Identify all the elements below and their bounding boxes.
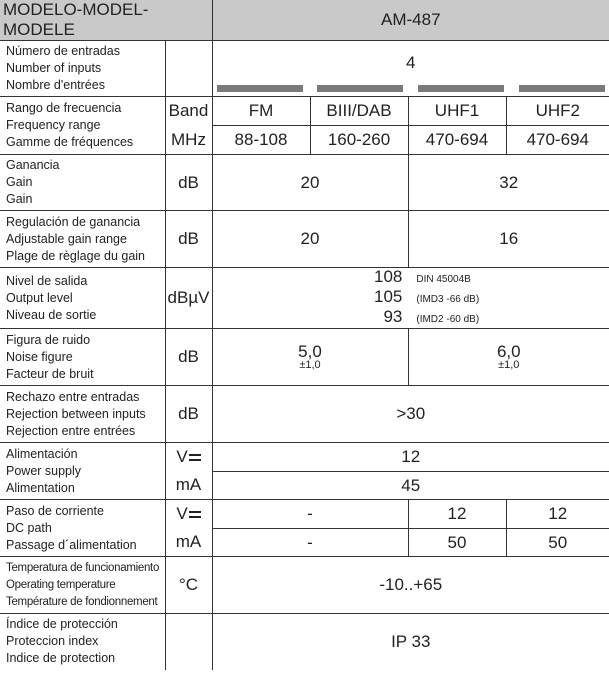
gain-adjust-value: 20 <box>211 210 409 268</box>
band: UHF1 <box>407 96 507 126</box>
row-inputs: Número de entradas Number of inputs Nombre… <box>0 40 609 97</box>
output-value: 93 <box>383 307 403 326</box>
dc-voltage: 12 <box>407 499 507 529</box>
label-gain-adjust: Regulación de ganancia Adjustable gain ra… <box>0 210 166 268</box>
label-temperature: Temperatura de funcionamiento Operating t… <box>0 556 166 614</box>
band: UHF2 <box>505 96 609 126</box>
label-power: Alimentación Power supply Alimentation <box>0 442 166 500</box>
value-inputs: 4 <box>211 40 609 97</box>
label-noise: Figura de ruido Noise figure Facteur de br… <box>0 328 166 386</box>
unit-dc-ma: mA <box>165 528 213 557</box>
row-gain: Ganancia Gain Gain dB 20 32 <box>0 154 609 211</box>
unit-protection <box>164 613 213 670</box>
dc-voltage: 12 <box>505 499 609 529</box>
dc-current: 50 <box>407 528 507 557</box>
unit-mhz: MHz <box>165 125 213 155</box>
row-frequency-band: Rango de frecuencia Frequency range Gamme … <box>0 96 609 155</box>
temperature-value: -10..+65 <box>211 556 609 614</box>
label-protection: Índice de protección Proteccion index Indi… <box>0 613 166 670</box>
rejection-value: >30 <box>211 385 609 443</box>
model-label: MODELO-MODEL-MODELE <box>0 0 213 41</box>
output-note: (IMD2 -60 dB) <box>416 314 480 325</box>
unit-gain-adjust: dB <box>164 210 213 268</box>
row-noise: Figura de ruido Noise figure Facteur de br… <box>0 328 609 386</box>
unit-power-v: V <box>164 442 213 472</box>
unit-temperature: °C <box>164 556 213 614</box>
range: 88-108 <box>211 125 311 155</box>
label-inputs: Número de entradas Number of inputs Nombre… <box>0 40 166 97</box>
gain-value: 20 <box>211 154 409 211</box>
power-voltage: 12 <box>211 442 609 472</box>
band: BIII/DAB <box>309 96 409 126</box>
unit-band: Band <box>164 96 213 126</box>
input-bar <box>418 85 505 92</box>
row-rejection: Rechazo entre entradas Rejection between … <box>0 385 609 443</box>
gain-adjust-value: 16 <box>407 210 609 268</box>
row-protection: Índice de protección Proteccion index Indi… <box>0 613 609 670</box>
output-values: 108 DIN 45004B 105 (IMD3 -66 dB) 93 (IMD2 -… <box>211 267 609 329</box>
row-dc-voltage: Paso de corriente DC path Passage d´alimen… <box>0 499 609 557</box>
row-output: Nivel de salida Output level Niveau de sor… <box>0 267 609 329</box>
unit-dc-v: V <box>164 499 213 529</box>
row-temperature: Temperatura de funcionamiento Operating t… <box>0 556 609 614</box>
unit-rejection: dB <box>164 385 213 443</box>
label-output: Nivel de salida Output level Niveau de sor… <box>0 267 166 329</box>
noise-value: 6,0 ±1,0 <box>407 328 609 386</box>
dc-symbol-icon <box>188 510 201 519</box>
unit-output: dBµV <box>164 267 213 329</box>
output-note: DIN 45004B <box>416 274 471 285</box>
output-value: 108 <box>373 267 403 286</box>
dc-voltage: - <box>211 499 409 529</box>
row-power-voltage: Alimentación Power supply Alimentation V 1… <box>0 442 609 500</box>
input-bar <box>216 85 303 92</box>
gain-value: 32 <box>407 154 609 211</box>
input-bars <box>213 85 609 92</box>
range: 160-260 <box>309 125 409 155</box>
protection-value: IP 33 <box>211 613 609 670</box>
input-bar <box>519 85 606 92</box>
output-note: (IMD3 -66 dB) <box>416 294 480 305</box>
power-current: 45 <box>211 471 609 500</box>
label-rejection: Rechazo entre entradas Rejection between … <box>0 385 166 443</box>
label-dc-path: Paso de corriente DC path Passage d´alimen… <box>0 499 166 557</box>
label-gain: Ganancia Gain Gain <box>0 154 166 211</box>
range: 470-694 <box>407 125 507 155</box>
row-dc-current: mA - 50 50 <box>0 528 609 557</box>
range: 470-694 <box>505 125 609 155</box>
dc-current: - <box>211 528 409 557</box>
unit-inputs <box>164 40 213 97</box>
label-frequency: Rango de frecuencia Frequency range Gamme … <box>0 96 166 155</box>
row-frequency-range: MHz 88-108 160-260 470-694 470-694 <box>0 125 609 155</box>
band: FM <box>211 96 311 126</box>
input-bar <box>317 85 404 92</box>
dc-symbol-icon <box>188 453 201 462</box>
noise-value: 5,0 ±1,0 <box>211 328 409 386</box>
unit-gain: dB <box>164 154 213 211</box>
row-gain-adjust: Regulación de ganancia Adjustable gain ra… <box>0 210 609 268</box>
row-power-current: mA 45 <box>0 471 609 500</box>
output-value: 105 <box>373 287 403 306</box>
dc-current: 50 <box>505 528 609 557</box>
header-row: MODELO-MODEL-MODELE AM-487 <box>0 0 609 41</box>
model-name: AM-487 <box>211 0 609 41</box>
unit-noise: dB <box>164 328 213 386</box>
unit-power-ma: mA <box>165 471 213 500</box>
